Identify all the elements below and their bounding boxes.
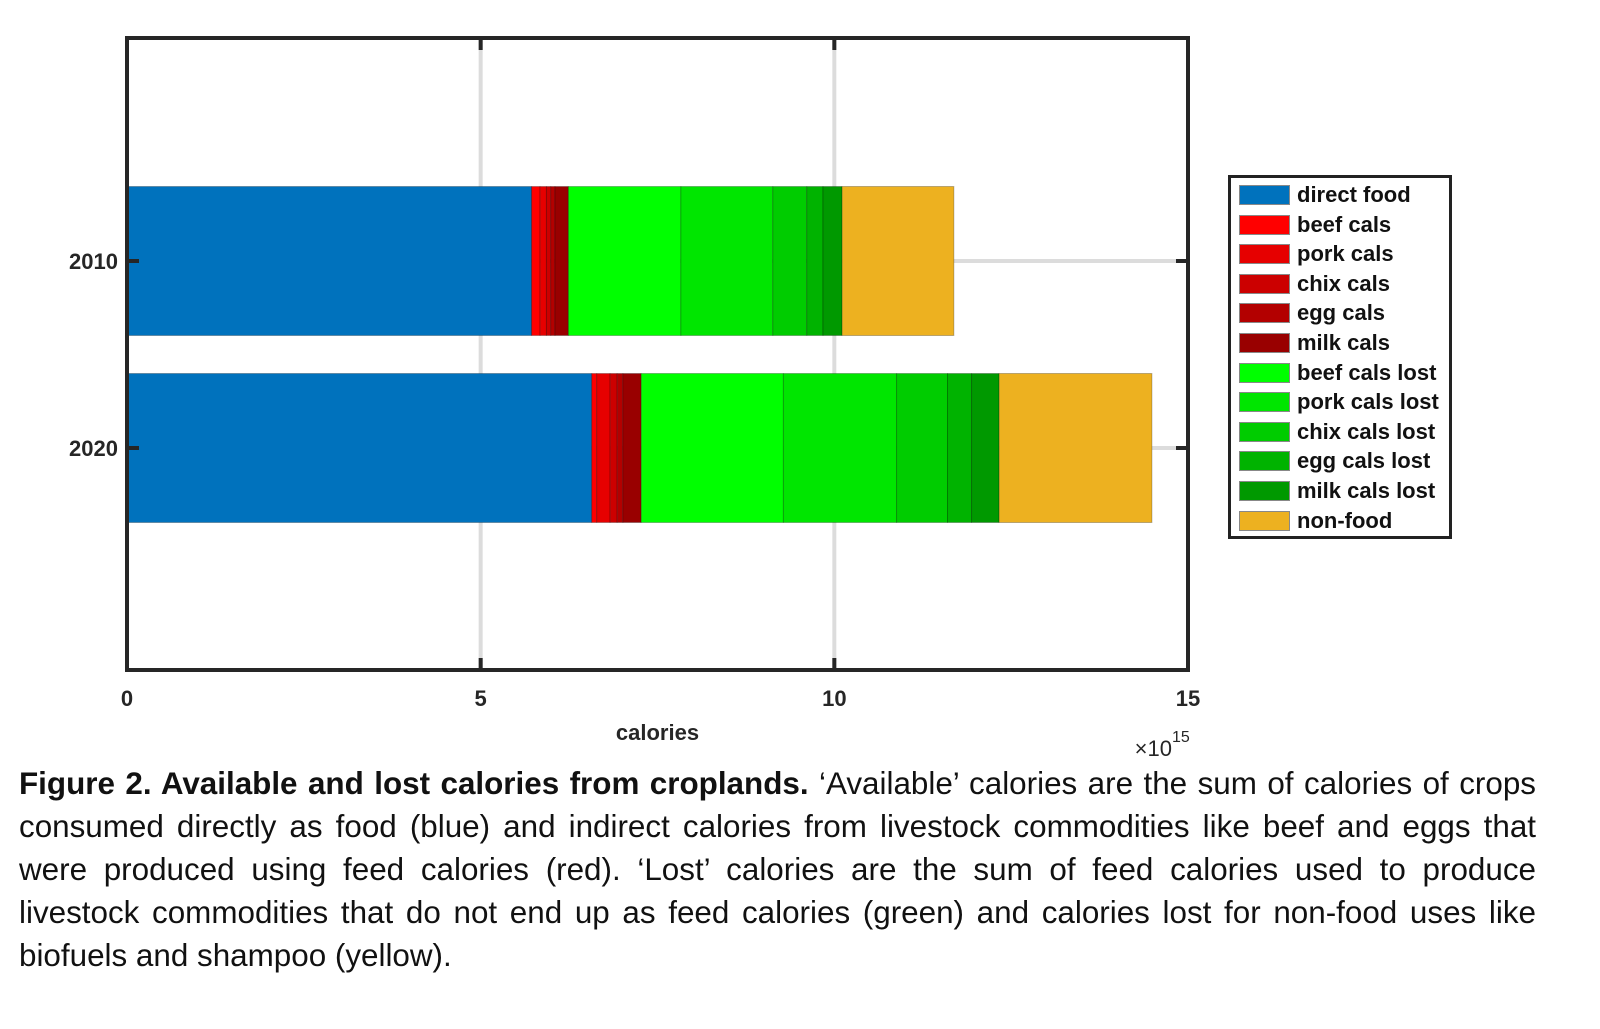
x-axis-multiplier: ×10 bbox=[1135, 736, 1172, 760]
legend-swatch bbox=[1239, 451, 1290, 472]
bar-segment-egg-cals-lost-2010 bbox=[806, 186, 824, 336]
bar-segment-milk-cals-lost-2010 bbox=[822, 186, 843, 336]
bar-segment-milk-cals-lost-2020 bbox=[971, 373, 1000, 523]
bar-segment-chix-cals-lost-2020 bbox=[896, 373, 949, 523]
legend-item: chix cals bbox=[1239, 270, 1390, 296]
bar-segment-pork-cals-2010 bbox=[539, 186, 547, 336]
bar-segment-milk-cals-2020 bbox=[622, 373, 642, 523]
legend-swatch bbox=[1239, 481, 1290, 501]
bar-segment-beef-cals-lost-2010 bbox=[567, 186, 682, 336]
plot-area bbox=[127, 38, 1188, 670]
legend-label: non-food bbox=[1297, 507, 1393, 533]
bar-segment-egg-cals-2020 bbox=[616, 373, 624, 523]
legend-label: chix cals bbox=[1297, 270, 1390, 296]
legend-swatch bbox=[1239, 185, 1290, 205]
legend-item: chix cals lost bbox=[1239, 418, 1436, 444]
x-tick-label: 15 bbox=[1176, 686, 1200, 711]
legend: direct food beef cals pork cals chix cals eg… bbox=[1228, 175, 1452, 539]
legend-label: pork cals lost bbox=[1297, 389, 1439, 415]
bar-segment-pork-cals-lost-2020 bbox=[782, 373, 898, 523]
legend-item: beef cals bbox=[1239, 211, 1392, 237]
legend-item: beef cals lost bbox=[1239, 359, 1437, 385]
legend-label: beef cals bbox=[1297, 211, 1392, 237]
x-tick-label: 10 bbox=[822, 686, 846, 711]
bar-segment-direct-food-2010 bbox=[126, 186, 533, 336]
axes-box bbox=[125, 36, 1190, 672]
y-tick-label: 2020 bbox=[69, 436, 118, 461]
legend-item: egg cals bbox=[1239, 300, 1386, 326]
bar-segment-beef-cals-2010 bbox=[531, 186, 541, 336]
bar-segment-chix-cals-lost-2010 bbox=[772, 186, 808, 336]
legend-label: milk cals bbox=[1297, 330, 1390, 355]
legend-label: pork cals bbox=[1297, 241, 1394, 267]
legend-swatch bbox=[1239, 392, 1290, 413]
bar-segment-pork-cals-lost-2010 bbox=[680, 186, 774, 336]
legend-item: milk cals bbox=[1239, 330, 1390, 355]
legend-swatch bbox=[1239, 303, 1290, 324]
legend-item: pork cals bbox=[1239, 241, 1394, 267]
x-axis-label: calories bbox=[616, 720, 699, 745]
x-tick-label: 5 bbox=[475, 686, 487, 711]
legend-swatch bbox=[1239, 510, 1290, 531]
legend-label: egg cals bbox=[1297, 300, 1386, 326]
bar-segment-egg-cals-2010 bbox=[550, 186, 556, 336]
y-tick-label: 2010 bbox=[69, 249, 118, 274]
bar-segment-chix-cals-2020 bbox=[609, 373, 618, 523]
legend-swatch bbox=[1239, 214, 1290, 235]
legend-swatch bbox=[1239, 244, 1290, 265]
bar-segment-non-food-2010 bbox=[841, 186, 955, 336]
legend-item: milk cals lost bbox=[1239, 478, 1436, 503]
legend-label: direct food bbox=[1297, 182, 1411, 207]
caption-body: ‘Available’ calories are the sum of calo… bbox=[19, 766, 1536, 973]
legend-swatch bbox=[1239, 362, 1290, 383]
bar-segment-direct-food-2020 bbox=[126, 373, 593, 523]
caption-title: Figure 2. Available and lost calories fr… bbox=[19, 766, 809, 801]
legend-swatch bbox=[1239, 333, 1290, 353]
legend-label: beef cals lost bbox=[1297, 359, 1437, 385]
bar-segment-beef-cals-2020 bbox=[591, 373, 598, 523]
bar-segment-non-food-2020 bbox=[998, 373, 1153, 523]
figure-caption: Figure 2. Available and lost calories fr… bbox=[19, 762, 1536, 977]
x-tick-label: 0 bbox=[121, 686, 133, 711]
bar-segment-chix-cals-2010 bbox=[545, 186, 552, 336]
bar-segment-egg-cals-lost-2020 bbox=[947, 373, 973, 523]
legend-item: non-food bbox=[1239, 507, 1393, 533]
legend-swatch bbox=[1239, 273, 1290, 294]
legend-item: pork cals lost bbox=[1239, 389, 1439, 415]
bar-segment-milk-cals-2010 bbox=[554, 186, 569, 336]
legend-swatch bbox=[1239, 421, 1290, 442]
legend-item: egg cals lost bbox=[1239, 448, 1431, 474]
legend-label: egg cals lost bbox=[1297, 448, 1431, 474]
legend-item: direct food bbox=[1239, 182, 1411, 207]
legend-label: milk cals lost bbox=[1297, 478, 1436, 503]
legend-label: chix cals lost bbox=[1297, 418, 1436, 444]
bar-segment-pork-cals-2020 bbox=[596, 373, 611, 523]
x-axis-exponent: 15 bbox=[1172, 729, 1190, 746]
bar-segment-beef-cals-lost-2020 bbox=[640, 373, 784, 523]
